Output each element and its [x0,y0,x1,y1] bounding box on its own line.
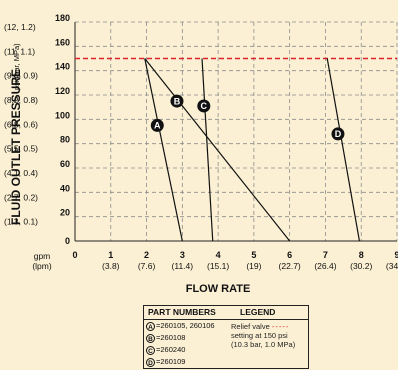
relief-text-2: setting at 150 psi [231,331,288,340]
series-line-b [144,58,291,242]
series-marker-label-b: B [174,96,181,106]
x-tick-sublabel-1: (3.8) [102,261,120,271]
x-tick-label-8: 8 [359,250,364,260]
y-tick-sublabel-140: (9.6, 0.9) [4,71,38,81]
y-tick-label-100: 100 [55,110,70,120]
x-tick-label-9: 9 [394,250,398,260]
series-marker-label-c: C [201,101,208,111]
y-tick-label-20: 20 [60,208,70,218]
x-tick-sublabel-9: (34.1) [386,261,398,271]
y-tick-labels: 0 20 (1.3, 0.1) 40 (2.7, 0.2) 60 (4.1, 0.4) 80 (… [4,13,70,246]
y-tick-label-40: 40 [60,183,70,193]
legend-header-parts: PART NUMBERS [148,307,216,317]
part-number-c-text: =260240 [156,345,186,354]
y-tick-sublabel-100: (6.8, 0.6) [4,119,38,129]
y-tick-label-120: 120 [55,86,70,96]
y-axis-label: FLUID OUTLET PRESSURE [9,69,23,225]
relief-text-1: Relief valve [231,322,270,331]
x-tick-sublabel-2: (7.6) [138,261,156,271]
y-tick-label-60: 60 [60,159,70,169]
part-numbers-list: A =260105, 260106 B =260108 C =260240 D =260… [144,320,228,368]
x-tick-sublabel-5: (19) [246,261,261,271]
x-tick-labels: 0 1(3.8) 2(7.6) 3(11.4) 4(15.1) 5(19) 6(22.7) 7… [72,250,398,271]
y-tick-sublabel-80: (5.5, 0.5) [4,144,38,154]
y-tick-label-140: 140 [55,62,70,72]
marker-b-icon: B [146,333,155,343]
series-marker-a [150,118,164,132]
y-tick-sublabel-40: (2.7, 0.2) [4,192,38,202]
y-tick-sublabel-160: (11, 1.1) [4,46,35,56]
x-tick-sublabel-7: (26.4) [314,261,336,271]
series-line-d [326,58,361,242]
y-tick-sublabel-180: (12, 1.2) [4,22,36,32]
part-number-a: A =260105, 260106 [146,320,228,332]
x-tick-sublabel-4: (15.1) [207,261,229,271]
x-tick-label-0: 0 [72,250,77,260]
x-tick-label-4: 4 [216,250,221,260]
part-number-b: B =260108 [146,332,228,344]
x-tick-label-3: 3 [180,250,185,260]
x-tick-label-2: 2 [144,250,149,260]
legend-box: PART NUMBERS LEGEND A =260105, 260106 B =2… [143,305,309,369]
y-tick-label-0: 0 [65,236,70,246]
part-number-d-text: =260109 [156,357,186,366]
series-lines: A B C D [144,58,361,242]
series-marker-c [197,99,211,113]
part-number-d: D =260109 [146,356,228,368]
x-unit-primary: gpm [34,251,51,261]
series-marker-label-d: D [335,129,342,139]
series-marker-b [170,94,184,108]
axes [74,22,397,242]
y-tick-label-80: 80 [60,135,70,145]
part-number-a-text: =260105, 260106 [156,321,215,330]
series-line-a [144,58,183,242]
x-tick-sublabel-8: (30.2) [350,261,372,271]
y-tick-label-180: 180 [55,13,70,23]
marker-c-icon: C [146,345,155,355]
marker-a-icon: A [146,321,155,331]
x-tick-sublabel-6: (22.7) [279,261,301,271]
x-tick-label-6: 6 [287,250,292,260]
legend-header-legend: LEGEND [240,307,276,317]
pressure-flow-chart: 020(1.3, 0.1)40(2.7, 0.2)60(4.1, 0.4)80(… [4,13,398,295]
x-tick-label-1: 1 [108,250,113,260]
legend-header: PART NUMBERS LEGEND [144,306,308,320]
y-tick-sublabel-20: (1.3, 0.1) [4,217,38,227]
part-number-c: C =260240 [146,344,228,356]
series-line-c [201,58,214,242]
x-tick-sublabel-3: (11.4) [172,261,194,271]
y-tick-sublabel-120: (8.2, 0.8) [4,95,38,105]
x-axis-label: FLOW RATE [186,283,251,295]
relief-valve-legend: Relief valve ----- setting at 150 psi (1… [228,320,308,368]
x-tick-label-7: 7 [323,250,328,260]
series-marker-d [331,127,345,141]
x-tick-label-5: 5 [251,250,256,260]
y-axis-units: psi (bar, MPa) [12,43,21,90]
part-number-b-text: =260108 [156,333,186,342]
x-unit-secondary: (lpm) [32,261,52,271]
y-tick-label-160: 160 [55,37,70,47]
relief-dash-sample: ----- [271,322,290,331]
y-tick-sublabel-60: (4.1, 0.4) [4,168,38,178]
marker-d-icon: D [146,357,155,367]
series-marker-label-a: A [154,121,161,131]
relief-text-3: (10.3 bar, 1.0 MPa) [231,340,296,349]
grid-lines [75,21,398,241]
